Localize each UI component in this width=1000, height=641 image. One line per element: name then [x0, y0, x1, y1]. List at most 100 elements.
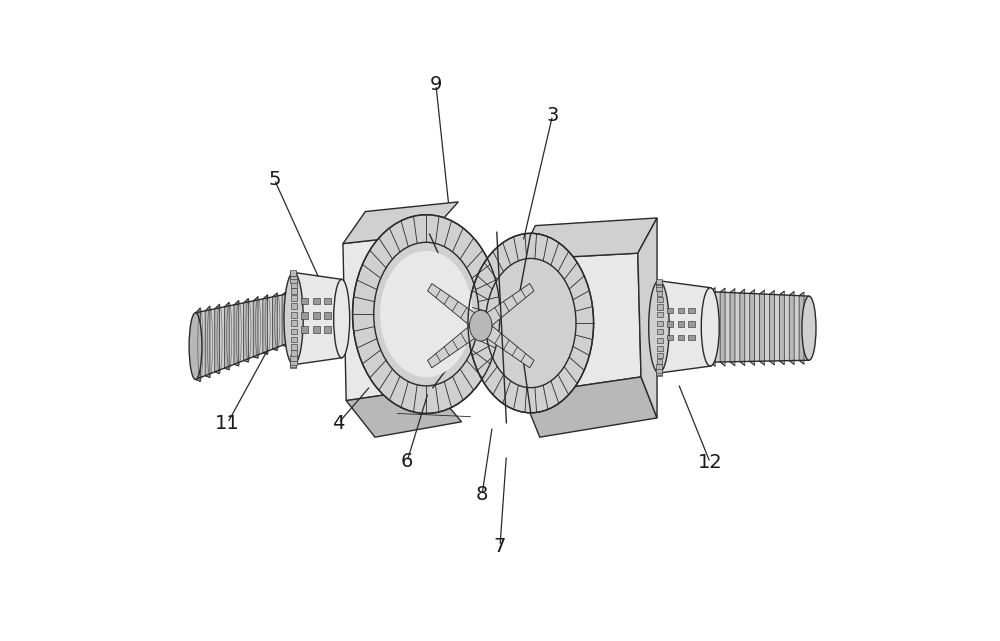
Text: 11: 11 [215, 413, 240, 433]
Bar [678, 321, 684, 327]
Polygon shape [294, 272, 342, 365]
Polygon shape [519, 253, 641, 394]
Polygon shape [343, 202, 458, 244]
Polygon shape [740, 289, 745, 365]
Polygon shape [720, 288, 725, 366]
Polygon shape [477, 319, 534, 368]
Polygon shape [343, 234, 433, 401]
Text: 8: 8 [476, 485, 488, 504]
Bar [656, 279, 662, 284]
Bar [656, 368, 662, 373]
Bar [657, 329, 663, 335]
Polygon shape [205, 306, 210, 378]
Bar [291, 312, 297, 317]
Bar [656, 286, 662, 291]
Polygon shape [760, 290, 765, 365]
Ellipse shape [334, 279, 350, 358]
Text: 4: 4 [332, 413, 345, 433]
Bar [656, 370, 662, 376]
Bar [290, 270, 296, 276]
Bar [290, 273, 297, 279]
Text: 3: 3 [546, 106, 559, 125]
Polygon shape [244, 299, 248, 362]
Bar [291, 350, 297, 356]
Bar [657, 320, 663, 326]
Bar [324, 326, 331, 333]
Bar [657, 359, 662, 364]
Bar [656, 371, 662, 376]
Ellipse shape [701, 288, 719, 366]
Bar [313, 298, 320, 304]
Polygon shape [659, 281, 710, 373]
Polygon shape [224, 302, 229, 370]
Bar [291, 320, 297, 326]
Bar [688, 308, 695, 313]
Bar [324, 312, 331, 319]
Bar [290, 271, 296, 276]
Bar [657, 312, 663, 317]
Bar [290, 359, 297, 365]
Polygon shape [272, 293, 277, 351]
Bar [678, 308, 684, 313]
Polygon shape [779, 291, 784, 365]
Polygon shape [710, 288, 715, 366]
Bar [667, 335, 673, 340]
Bar [657, 304, 663, 310]
Bar [688, 321, 695, 327]
Bar [657, 338, 663, 343]
Bar [290, 362, 296, 368]
Bar [291, 282, 297, 288]
Text: 9: 9 [430, 75, 442, 94]
Bar [656, 282, 662, 287]
Polygon shape [769, 290, 774, 365]
Polygon shape [477, 283, 534, 332]
Polygon shape [522, 377, 657, 437]
Polygon shape [730, 288, 735, 366]
Bar [678, 335, 684, 340]
Bar [667, 308, 673, 313]
Bar [656, 279, 662, 285]
Text: 7: 7 [494, 537, 506, 556]
Text: 12: 12 [698, 453, 723, 472]
Bar [324, 298, 331, 304]
Polygon shape [710, 292, 809, 362]
Bar [313, 326, 320, 333]
Polygon shape [799, 292, 804, 364]
Polygon shape [519, 218, 657, 260]
Bar [301, 298, 308, 304]
Bar [667, 321, 673, 327]
Bar [301, 326, 308, 333]
Bar [291, 337, 297, 342]
Bar [291, 296, 297, 301]
Text: 5: 5 [268, 170, 281, 189]
Ellipse shape [284, 272, 303, 365]
Polygon shape [428, 283, 484, 332]
Polygon shape [638, 218, 657, 418]
Bar [657, 297, 663, 303]
Bar [290, 362, 296, 367]
Ellipse shape [468, 233, 594, 413]
Polygon shape [234, 301, 239, 366]
Bar [656, 364, 662, 369]
Polygon shape [215, 304, 220, 374]
Ellipse shape [470, 310, 492, 341]
Ellipse shape [649, 281, 669, 373]
Bar [291, 329, 297, 335]
Polygon shape [428, 319, 484, 368]
Bar [290, 277, 297, 283]
Polygon shape [196, 308, 200, 381]
Bar [291, 303, 297, 309]
Bar [313, 312, 320, 319]
Bar [291, 288, 297, 294]
Polygon shape [789, 292, 794, 365]
Polygon shape [750, 290, 755, 365]
Polygon shape [282, 291, 287, 347]
Ellipse shape [380, 251, 473, 378]
Bar [657, 291, 662, 296]
Ellipse shape [189, 313, 202, 379]
Bar [657, 345, 663, 351]
Bar [290, 355, 297, 361]
Polygon shape [346, 388, 462, 437]
Polygon shape [196, 293, 292, 379]
Bar [657, 353, 663, 358]
